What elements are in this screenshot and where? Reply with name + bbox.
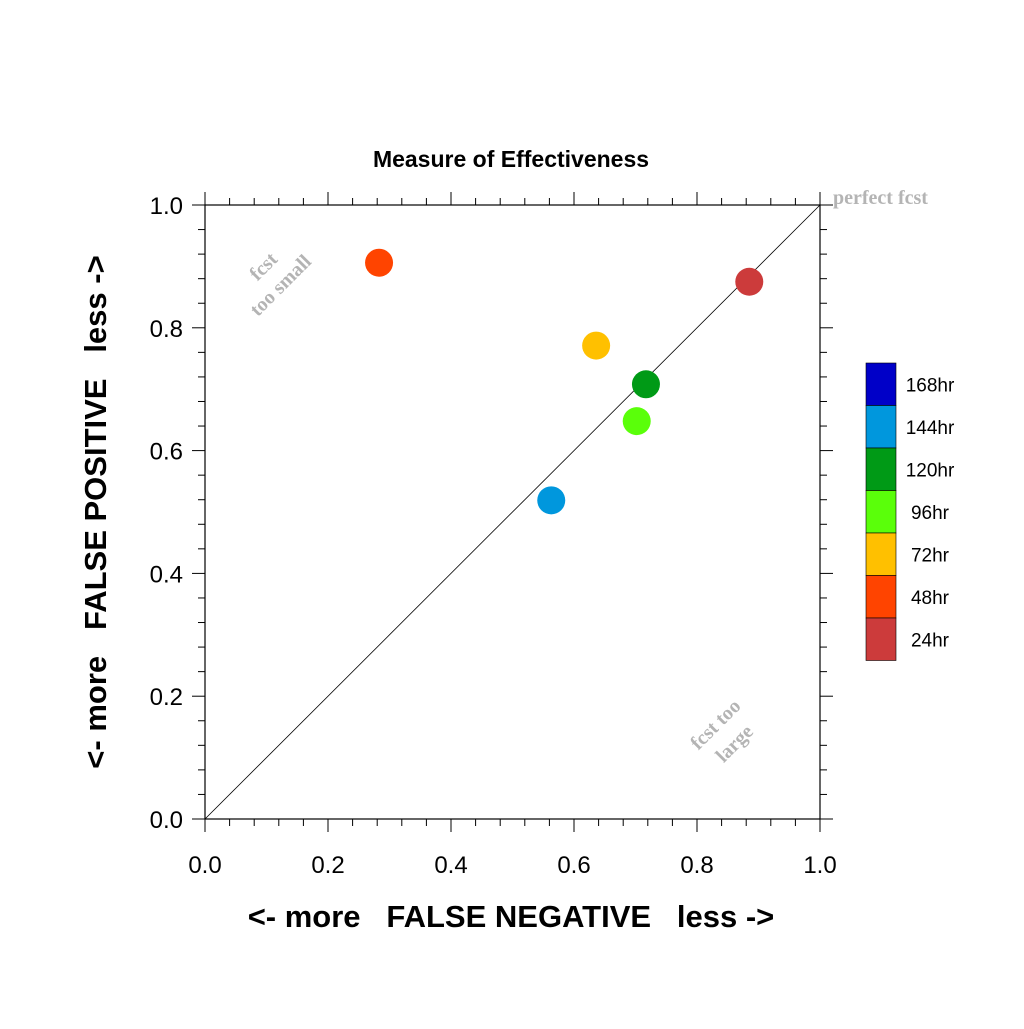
y-tick-label: 0.6: [150, 439, 183, 466]
perfect-forecast-line: [204, 204, 821, 820]
legend-swatch-120hr: [865, 447, 897, 491]
data-point-120hr: [631, 370, 660, 399]
legend-swatch-48hr: [865, 575, 897, 619]
x-axis-label: <- more FALSE NEGATIVE less ->: [248, 899, 775, 934]
legend-swatch-24hr: [865, 617, 897, 661]
data-point-24hr: [735, 267, 764, 296]
annotation-perfect-fcst: perfect fcst: [833, 187, 928, 209]
x-tick-label: 0.2: [311, 852, 344, 879]
legend-label-24hr: 24hr: [911, 630, 950, 651]
legend-swatch-144hr: [865, 405, 897, 449]
chart-title: Measure of Effectiveness: [373, 146, 649, 172]
data-point-72hr: [582, 331, 611, 360]
data-point-48hr: [365, 248, 394, 277]
data-point-144hr: [537, 486, 566, 515]
y-tick-label: 1.0: [150, 193, 183, 220]
y-tick-label: 0.4: [150, 561, 183, 588]
legend-swatch-72hr: [865, 532, 897, 576]
y-tick-label: 0.8: [150, 316, 183, 343]
y-tick-label: 0.2: [150, 684, 183, 711]
legend-label-120hr: 120hr: [906, 460, 955, 481]
legend-label-48hr: 48hr: [911, 588, 950, 609]
legend-label-168hr: 168hr: [906, 375, 955, 396]
legend-label-96hr: 96hr: [911, 503, 950, 524]
x-tick-label: 1.0: [803, 852, 836, 879]
y-axis-label: <- more FALSE POSITIVE less ->: [78, 255, 113, 768]
legend-label-72hr: 72hr: [911, 545, 950, 566]
x-tick-label: 0.6: [557, 852, 590, 879]
legend-swatch-96hr: [865, 490, 897, 534]
plot-frame: [204, 204, 821, 820]
legend-swatch-168hr: [865, 362, 897, 406]
x-tick-label: 0.8: [680, 852, 713, 879]
legend-label-144hr: 144hr: [906, 418, 955, 439]
y-tick-label: 0.0: [150, 807, 183, 834]
x-tick-label: 0.4: [434, 852, 467, 879]
x-tick-label: 0.0: [188, 852, 221, 879]
data-point-96hr: [622, 407, 651, 436]
